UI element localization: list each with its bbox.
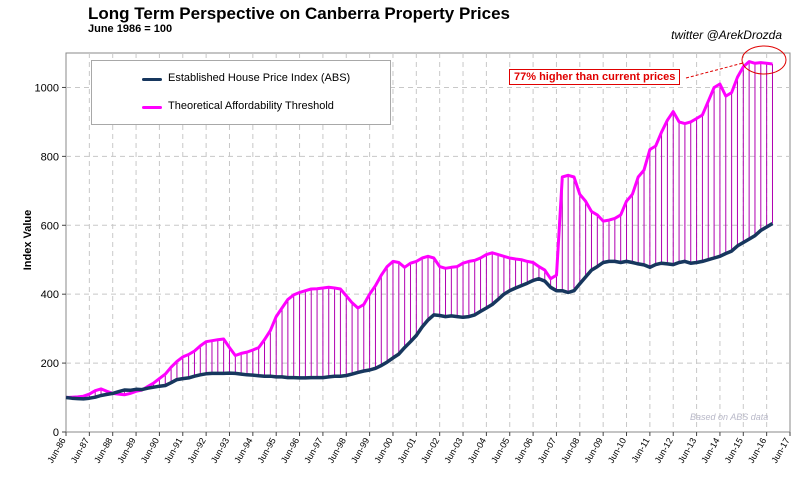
x-tick-label: Jun-04 — [466, 436, 488, 465]
legend-item-established: Established House Price Index (ABS) — [92, 71, 390, 87]
y-tick-label: 0 — [53, 427, 59, 439]
callout-ellipse — [741, 45, 787, 75]
x-tick-label: Jun-91 — [162, 436, 184, 465]
x-tick-label: Jun-08 — [559, 436, 581, 465]
y-tick-label: 1000 — [35, 82, 59, 94]
credit-text: twitter @ArekDrozda — [671, 28, 782, 42]
x-tick-label: Jun-15 — [723, 436, 745, 465]
footnote-source: Based on ABS data — [690, 412, 769, 422]
x-tick-label: Jun-92 — [185, 436, 207, 465]
legend: Established House Price Index (ABS) Theo… — [91, 60, 391, 125]
x-tick-label: Jun-86 — [45, 436, 67, 465]
legend-item-threshold: Theoretical Affordability Threshold — [92, 99, 390, 115]
x-tick-label: Jun-89 — [115, 436, 137, 465]
x-tick-label: Jun-97 — [302, 436, 324, 465]
legend-label-threshold: Theoretical Affordability Threshold — [168, 100, 334, 112]
legend-swatch-established — [142, 78, 162, 81]
chart-subtitle: June 1986 = 100 — [88, 23, 173, 35]
x-tick-label: Jun-87 — [69, 436, 91, 465]
x-tick-label: Jun-00 — [372, 436, 394, 465]
legend-label-established: Established House Price Index (ABS) — [168, 72, 351, 84]
x-tick-label: Jun-07 — [536, 436, 558, 465]
y-axis-label: Index Value — [22, 209, 34, 271]
x-tick-label: Jun-06 — [512, 436, 534, 465]
x-tick-label: Jun-90 — [139, 436, 161, 465]
x-tick-label: Jun-02 — [419, 436, 441, 465]
x-tick-label: Jun-99 — [349, 436, 371, 465]
x-tick-label: Jun-17 — [769, 436, 791, 465]
x-tick-label: Jun-03 — [442, 436, 464, 465]
legend-swatch-threshold — [142, 106, 162, 109]
x-tick-label: Jun-09 — [582, 436, 604, 465]
x-tick-label: Jun-95 — [255, 436, 277, 465]
series-line-established — [65, 221, 774, 401]
x-tick-label: Jun-16 — [746, 436, 768, 465]
y-tick-label: 400 — [41, 289, 59, 301]
x-tick-label: Jun-14 — [699, 436, 721, 465]
x-tick-label: Jun-01 — [396, 436, 418, 465]
annotation-callout: 77% higher than current prices — [509, 69, 681, 85]
series-line-threshold — [65, 60, 773, 399]
x-tick-label: Jun-93 — [209, 436, 231, 465]
x-tick-label: Jun-10 — [606, 436, 628, 465]
x-tick-label: Jun-96 — [279, 436, 301, 465]
y-tick-label: 800 — [41, 151, 59, 163]
x-tick-label: Jun-98 — [326, 436, 348, 465]
y-tick-label: 200 — [41, 358, 59, 370]
chart-title: Long Term Perspective on Canberra Proper… — [88, 4, 510, 23]
x-tick-label: Jun-88 — [92, 436, 114, 465]
x-tick-label: Jun-11 — [630, 436, 652, 464]
y-tick-label: 600 — [41, 220, 59, 232]
x-tick-label: Jun-05 — [489, 436, 511, 465]
x-tick-label: Jun-13 — [676, 436, 698, 465]
x-tick-label: Jun-12 — [653, 436, 675, 465]
x-tick-label: Jun-94 — [232, 436, 254, 465]
